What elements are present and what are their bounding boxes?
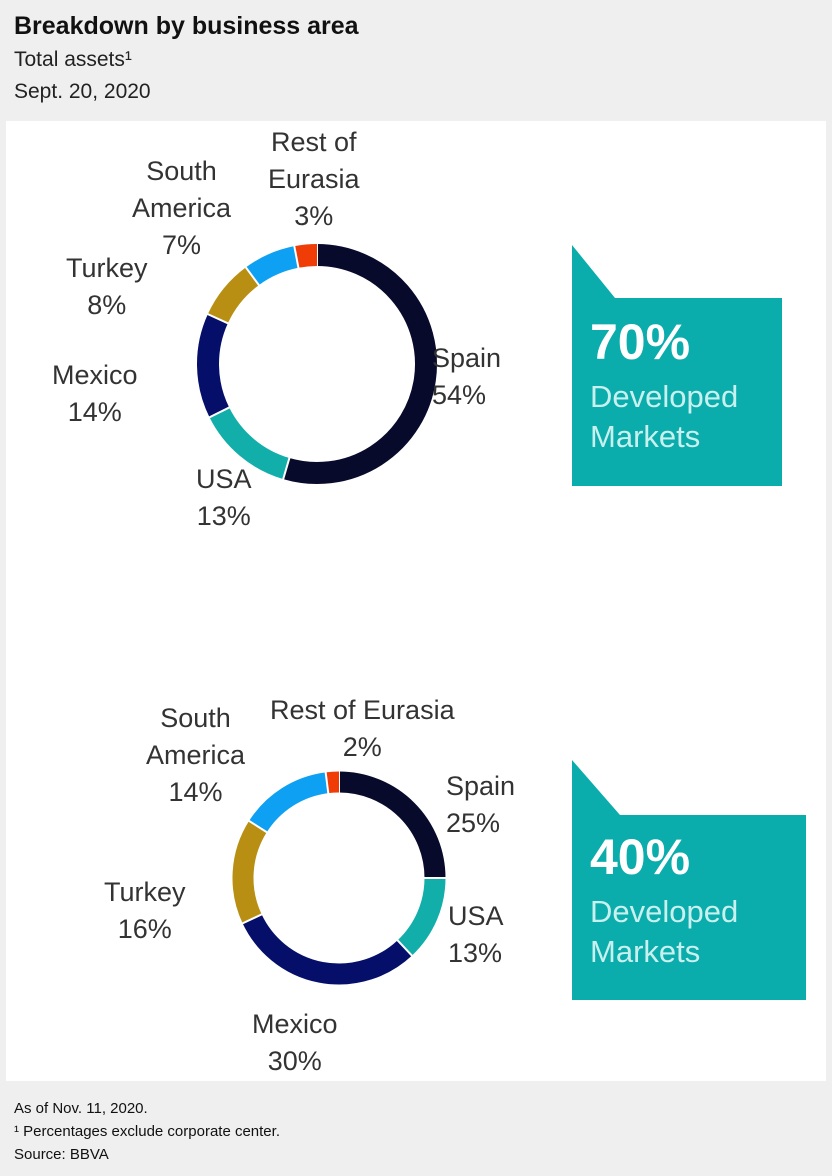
slice-separator [324,771,330,795]
slice-separator [396,938,414,958]
slice-separator [281,456,291,481]
footnote-percentages: ¹ Percentages exclude corporate center. [14,1123,280,1140]
slice-separator [241,913,263,925]
donut-slice-mexico [242,914,412,985]
slice-separator [244,265,261,287]
donut-slice-usa [209,407,290,480]
donut-slice-rest-of-eurasia [294,244,318,268]
label-spain-1: Spain 54% [432,343,502,410]
donut-slice-south-america [249,772,329,833]
footnote-asof: As of Nov. 11, 2020. [14,1100,148,1117]
callout-box-1 [572,245,782,486]
callout-value-1: 70% [590,314,691,370]
label-rest-of-eurasia-1: Rest of Eurasia 3% [268,127,360,231]
label-spain-2: Spain 25% [446,771,516,838]
donut-slice-south-america [245,246,299,286]
label-mexico-2: Mexico 30% [252,1009,338,1076]
donut-slice-spain [338,771,446,879]
footnote-source: Source: BBVA [14,1146,109,1163]
label-rest-of-eurasia-2: Rest of Eurasia 2% [270,695,455,762]
chart-title: Breakdown by business area [14,12,359,40]
label-south-america-2: South America 14% [146,703,246,807]
label-turkey-1: Turkey 8% [66,253,148,320]
label-south-america-1: South America 7% [132,156,232,260]
donut-slice-rest-of-eurasia [325,771,340,794]
callout-text-1: Developed Markets [590,379,739,454]
donut-slice-mexico [197,314,230,418]
slice-separator [247,819,269,834]
label-usa-1: USA 13% [196,464,252,531]
donut-slice-turkey [232,820,267,924]
slice-separator [206,312,230,325]
label-mexico-1: Mexico 14% [52,360,138,427]
label-turkey-2: Turkey 16% [104,877,186,944]
donut-slice-spain [283,244,437,484]
label-usa-2: USA 13% [448,901,504,968]
donut-slice-usa [397,877,446,956]
callout-value-2: 40% [590,829,691,885]
callout-box-2 [572,760,806,1000]
chart-date: Sept. 20, 2020 [14,80,151,103]
callout-text-2: Developed Markets [590,894,739,969]
slice-separator [208,406,231,419]
chart-subtitle: Total assets¹ [14,48,132,71]
slice-separator [293,244,300,269]
donut-slice-turkey [207,267,260,324]
